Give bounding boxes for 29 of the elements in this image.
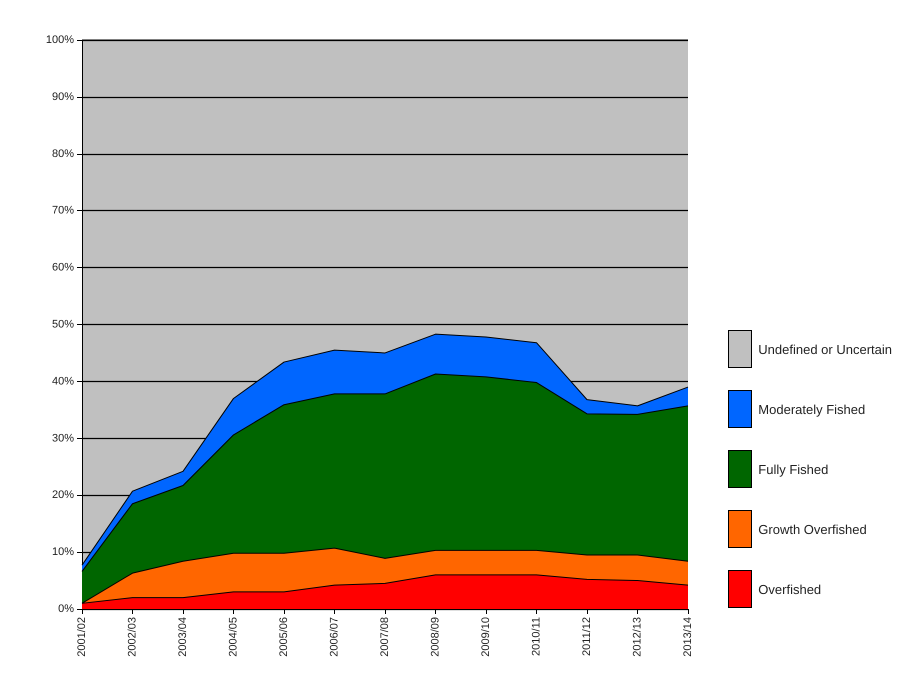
y-tick-label: 80% <box>52 148 74 160</box>
x-tick-label: 2009/10 <box>480 617 492 657</box>
y-tick-label: 0% <box>58 603 74 615</box>
y-tick-label: 50% <box>52 318 74 330</box>
x-tick-label: 2001/02 <box>76 617 88 657</box>
x-tick-label: 2007/08 <box>379 617 391 657</box>
x-tick-label: 2008/09 <box>430 617 442 657</box>
x-tick-label: 2003/04 <box>177 617 189 657</box>
y-tick-label: 30% <box>52 432 74 444</box>
text: Overfished <box>758 582 822 596</box>
x-tick-label: 2012/13 <box>632 617 644 657</box>
y-tick-label: 100% <box>46 34 74 46</box>
text: Undefined or Uncertain <box>758 342 892 356</box>
y-tick-label: 60% <box>52 262 74 274</box>
y-tick-label: 40% <box>52 375 74 388</box>
x-tick-label: 2011/12 <box>581 617 593 656</box>
x-tick-label: 2010/11 <box>530 617 542 656</box>
text: Fully Fished <box>758 462 828 476</box>
text: Moderately Fished <box>758 402 866 416</box>
y-tick-label: 20% <box>52 489 74 502</box>
y-tick-label: 70% <box>52 204 74 217</box>
y-tick-label: 10% <box>52 546 74 558</box>
x-tick-label: 2005/06 <box>278 617 290 657</box>
x-tick-label: 2002/03 <box>126 617 138 657</box>
text: Growth Overfished <box>758 522 867 536</box>
x-tick-label: 2013/14 <box>682 617 694 657</box>
x-tick-label: 2006/07 <box>328 617 340 657</box>
y-tick-label: 90% <box>52 90 74 103</box>
x-tick-label: 2004/05 <box>228 617 240 657</box>
